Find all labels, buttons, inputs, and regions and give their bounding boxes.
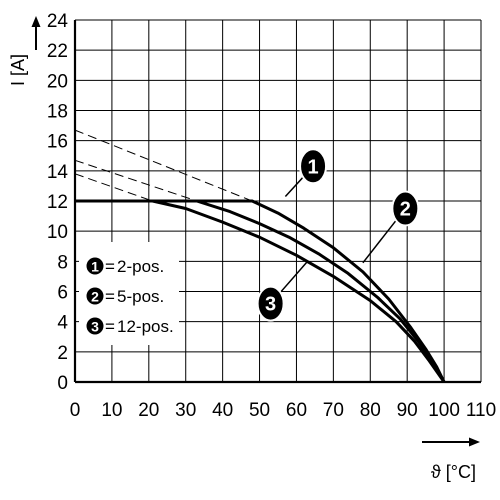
legend-label-3: 12-pos. — [117, 317, 174, 336]
legend-marker-3 — [86, 317, 104, 335]
x-tick-label-100: 100 — [428, 400, 460, 421]
legend-marker-label-3: 3 — [91, 319, 99, 335]
x-tick-label-50: 50 — [249, 400, 270, 421]
y-tick-label-0: 0 — [57, 373, 68, 394]
x-axis-arrow-head — [469, 437, 480, 447]
callout-marker-2 — [391, 190, 420, 227]
x-tick-label-10: 10 — [101, 400, 122, 421]
x-tick-label-30: 30 — [175, 400, 196, 421]
y-tick-label-4: 4 — [57, 313, 68, 334]
callout-label-1: 1 — [308, 156, 319, 178]
legend-item-1: 1 = 2-pos. — [86, 257, 164, 276]
legend-marker-label-2: 2 — [91, 289, 99, 305]
legend-eq-3: = — [105, 317, 115, 336]
legend-item-3: 3 = 12-pos. — [86, 317, 174, 336]
legend-marker-1 — [86, 257, 104, 275]
legend-eq-2: = — [105, 287, 115, 306]
y-axis-label: I [A] — [8, 54, 28, 86]
y-tick-label-20: 20 — [47, 71, 68, 92]
legend: 1 = 2-pos. 2 = 5-pos. 3 = 12-pos. — [79, 242, 179, 345]
callout-label-3: 3 — [265, 294, 276, 316]
extrapolation-line-2 — [74, 159, 197, 202]
series-line-3 — [75, 199, 446, 383]
callout-marker-3 — [256, 285, 285, 322]
x-axis-label: ϑ [°C] — [431, 462, 476, 482]
legend-label-1: 2-pos. — [117, 257, 164, 276]
y-tick-label-18: 18 — [47, 102, 68, 123]
extrapolation-lines — [74, 129, 253, 202]
y-tick-label-6: 6 — [57, 283, 68, 304]
y-tick-label-22: 22 — [47, 41, 68, 62]
x-tick-label-70: 70 — [323, 400, 344, 421]
x-tick-label-20: 20 — [138, 400, 159, 421]
legend-marker-label-1: 1 — [91, 259, 99, 275]
series-line-2 — [75, 199, 446, 383]
y-tick-label-14: 14 — [47, 162, 69, 183]
extrapolation-line-3 — [74, 173, 153, 202]
series-callouts: 1 2 3 — [256, 148, 420, 322]
y-tick-label-8: 8 — [57, 252, 68, 273]
legend-item-2: 2 = 5-pos. — [86, 287, 164, 306]
x-axis-title: ϑ [°C] — [422, 437, 480, 482]
x-tick-label-40: 40 — [212, 400, 233, 421]
callout-label-2: 2 — [400, 199, 411, 221]
y-tick-label-10: 10 — [47, 222, 68, 243]
x-tick-label-0: 0 — [70, 400, 81, 421]
y-tick-label-24: 24 — [47, 11, 69, 32]
x-tick-label-80: 80 — [360, 400, 381, 421]
y-tick-label-12: 12 — [47, 192, 68, 213]
y-tick-label-2: 2 — [57, 343, 68, 364]
y-axis-arrow-head — [31, 16, 41, 27]
x-tick-label-110: 110 — [466, 400, 496, 421]
x-tick-label-60: 60 — [286, 400, 307, 421]
x-tick-label-90: 90 — [397, 400, 418, 421]
legend-label-2: 5-pos. — [117, 287, 164, 306]
y-tick-label-16: 16 — [47, 132, 68, 153]
series-lines — [75, 199, 446, 383]
tick-labels: 0 10 20 30 40 50 60 70 80 90 100 110024681012141618… — [47, 11, 496, 421]
legend-marker-2 — [86, 287, 104, 305]
y-axis-title: I [A] — [8, 16, 41, 86]
callout-marker-1 — [299, 148, 328, 185]
extrapolation-line-1 — [74, 129, 253, 202]
legend-eq-1: = — [105, 257, 115, 276]
